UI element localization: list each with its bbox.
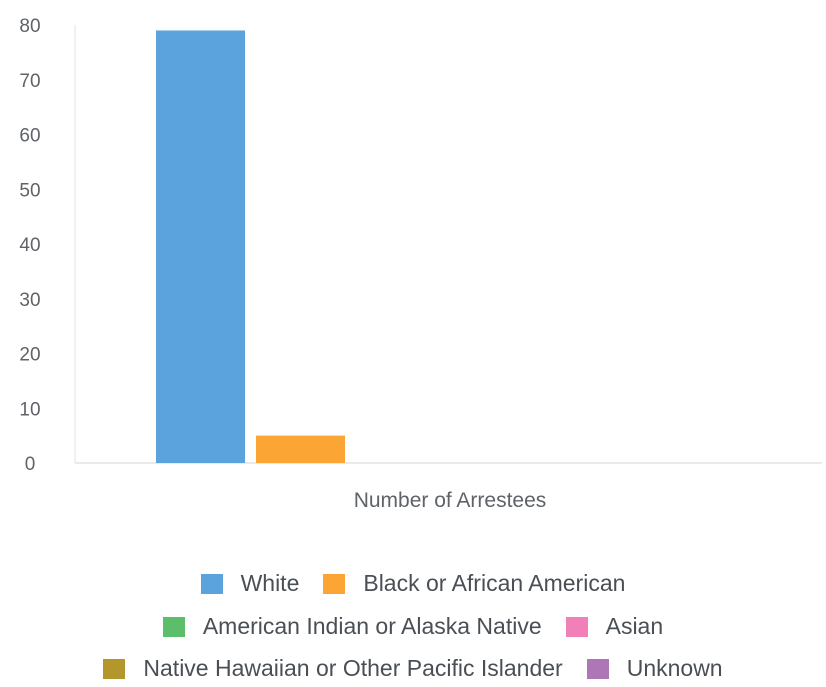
legend-item-white[interactable]: White (200, 570, 300, 597)
legend-item-american-indian-or-alaska-native[interactable]: American Indian or Alaska Native (162, 613, 542, 640)
legend-item-unknown[interactable]: Unknown (586, 655, 723, 682)
legend-swatch-black-or-african-american (323, 573, 346, 594)
legend-swatch-unknown (586, 658, 609, 679)
legend-label-american-indian-or-alaska-native: American Indian or Alaska Native (202, 613, 542, 639)
bar-chart: 0 10 20 30 40 50 60 70 80 Number of Arrestees (19, 16, 822, 512)
y-tick-label: 80 (19, 16, 40, 37)
bars (156, 30, 345, 463)
y-tick-label: 70 (19, 71, 40, 92)
y-tick-label: 40 (19, 235, 40, 256)
legend-row-1: White Black or African American (0, 570, 826, 597)
y-tick-label: 60 (19, 126, 40, 147)
legend-label-white: White (240, 570, 300, 596)
legend-label-asian: Asian (605, 613, 664, 639)
legend-label-native-hawaiian-or-other-pacific-islander: Native Hawaiian or Other Pacific Islande… (143, 655, 563, 681)
legend-swatch-white (200, 573, 223, 594)
legend-item-black-or-african-american[interactable]: Black or African American (323, 570, 625, 597)
y-tick-label: 10 (19, 399, 40, 420)
bar-black-or-african-american[interactable] (256, 435, 345, 463)
legend-item-asian[interactable]: Asian (565, 613, 664, 640)
y-tick-label: 20 (19, 345, 40, 366)
y-tick-label: 30 (19, 290, 40, 311)
legend-item-native-hawaiian-or-other-pacific-islander[interactable]: Native Hawaiian or Other Pacific Islande… (103, 655, 563, 682)
bar-white[interactable] (156, 30, 245, 463)
legend-swatch-american-indian-or-alaska-native (162, 616, 185, 637)
y-tick-label: 0 (25, 454, 36, 475)
legend-swatch-asian (565, 616, 588, 637)
legend-label-black-or-african-american: Black or African American (363, 570, 626, 596)
legend-swatch-native-hawaiian-or-other-pacific-islander (103, 658, 126, 679)
category-label: Number of Arrestees (354, 489, 547, 512)
legend-row-3: Native Hawaiian or Other Pacific Islande… (0, 655, 826, 682)
legend-row-2: American Indian or Alaska Native Asian (0, 613, 826, 640)
y-tick-label: 50 (19, 180, 40, 201)
y-axis-ticks: 0 10 20 30 40 50 60 70 80 (19, 16, 40, 475)
legend-label-unknown: Unknown (626, 655, 723, 681)
